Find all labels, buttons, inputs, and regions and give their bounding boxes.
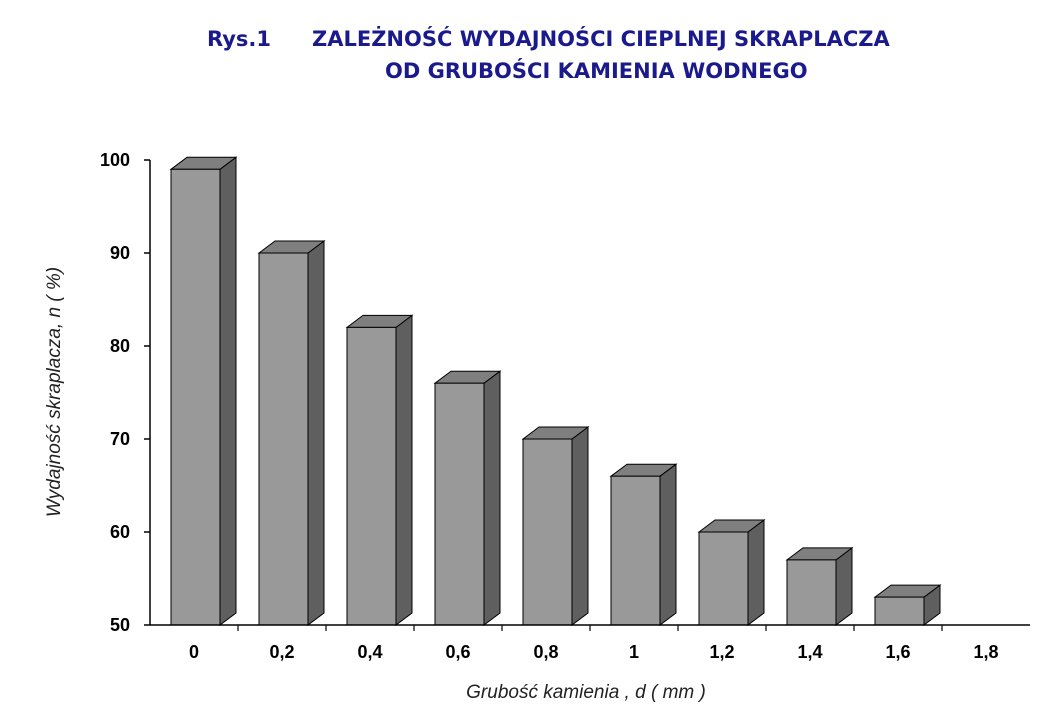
bar-front [522,438,573,626]
bar-front [786,559,837,626]
bar-side [219,156,237,626]
bar-side [747,519,765,626]
bar-front [170,168,221,626]
chart-title-line2: OD GRUBOŚCI KAMIENIA WODNEGO [385,58,808,83]
y-tick-label: 80 [110,336,130,356]
bar-front [610,475,661,626]
x-tick-label: 1,4 [797,642,822,662]
y-axis-label: Wydajność skraplacza, n ( %) [44,267,65,517]
x-tick-label: 0,6 [445,642,470,662]
y-tick-label: 90 [110,243,130,263]
x-tick-label: 0 [189,642,199,662]
x-tick-label: 0,2 [269,642,294,662]
bar-front [434,382,485,626]
chart-title-prefix: Rys.1 [207,27,271,51]
x-tick-label: 1 [629,642,639,662]
bar [345,314,414,626]
bar-front [258,252,309,626]
bar [697,519,766,626]
x-tick-label: 1,2 [709,642,734,662]
y-ticks-group: 50 60 70 80 90 100 [100,150,150,635]
bar [521,426,590,626]
bars-group [169,156,942,626]
bar [169,156,238,626]
bar-side [483,370,501,626]
x-tick-label: 1,8 [973,642,998,662]
x-tick-label: 0,8 [533,642,558,662]
bar [609,463,678,626]
bar-side [571,426,589,626]
x-tick-label: 0,4 [357,642,382,662]
bar [433,370,502,626]
bar-front [346,326,397,626]
y-tick-label: 50 [110,615,130,635]
bar-side [835,546,853,626]
bar [785,546,854,626]
bar-side [395,314,413,626]
chart-title-line1: ZALEŻNOŚĆ WYDAJNOŚCI CIEPLNEJ SKRAPLACZA [312,26,891,51]
x-axis-label: Grubość kamienia , d ( mm ) [466,682,706,703]
y-tick-label: 100 [100,150,130,170]
bar-front [698,531,749,626]
y-tick-label: 60 [110,522,130,542]
bar [873,584,942,626]
y-tick-label: 70 [110,429,130,449]
bar-side [307,240,325,626]
bar-front [874,596,925,626]
bar [257,240,326,626]
x-tick-label: 1,6 [885,642,910,662]
bar-side [659,463,677,626]
x-ticks-group: 0 0,2 0,4 0,6 0,8 1 1,2 1,4 1,6 1,8 [189,625,999,662]
